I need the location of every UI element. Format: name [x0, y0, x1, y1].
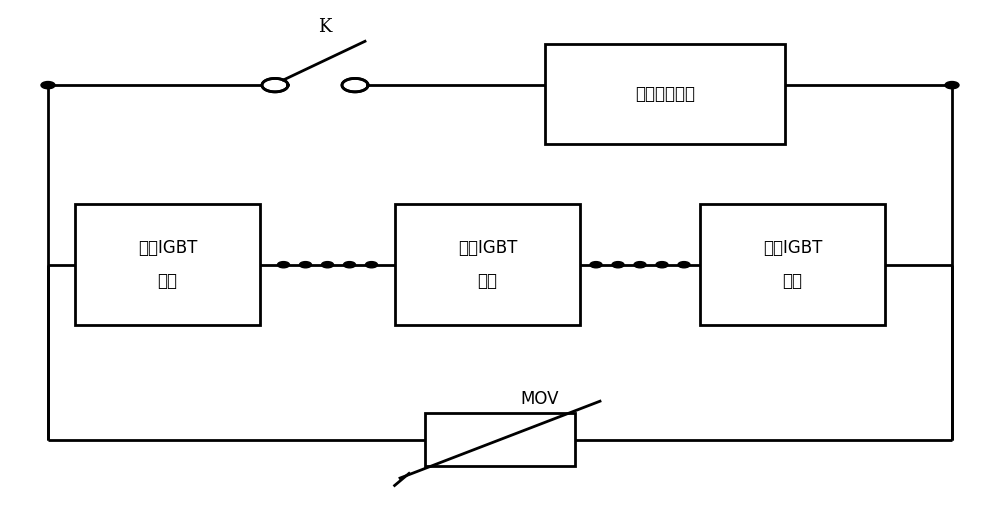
Circle shape: [41, 82, 55, 89]
Polygon shape: [262, 78, 288, 92]
Text: 模块: 模块: [157, 272, 177, 290]
Circle shape: [678, 262, 690, 268]
Circle shape: [366, 262, 378, 268]
Text: 新型IGBT: 新型IGBT: [458, 239, 517, 257]
Polygon shape: [342, 78, 368, 92]
Text: 新型IGBT: 新型IGBT: [763, 239, 822, 257]
Circle shape: [612, 262, 624, 268]
Circle shape: [278, 262, 290, 268]
Circle shape: [634, 262, 646, 268]
Text: 新型IGBT: 新型IGBT: [138, 239, 197, 257]
Circle shape: [945, 82, 959, 89]
Text: 电力电子单元: 电力电子单元: [635, 85, 695, 103]
Circle shape: [656, 262, 668, 268]
Circle shape: [322, 262, 334, 268]
FancyBboxPatch shape: [75, 204, 260, 325]
Text: 模块: 模块: [782, 272, 802, 290]
FancyBboxPatch shape: [425, 413, 575, 466]
Circle shape: [300, 262, 312, 268]
Text: K: K: [318, 18, 332, 36]
Circle shape: [344, 262, 356, 268]
Circle shape: [590, 262, 602, 268]
FancyBboxPatch shape: [395, 204, 580, 325]
Text: MOV: MOV: [520, 390, 558, 408]
Text: 模块: 模块: [478, 272, 498, 290]
FancyBboxPatch shape: [545, 44, 785, 144]
FancyBboxPatch shape: [700, 204, 885, 325]
